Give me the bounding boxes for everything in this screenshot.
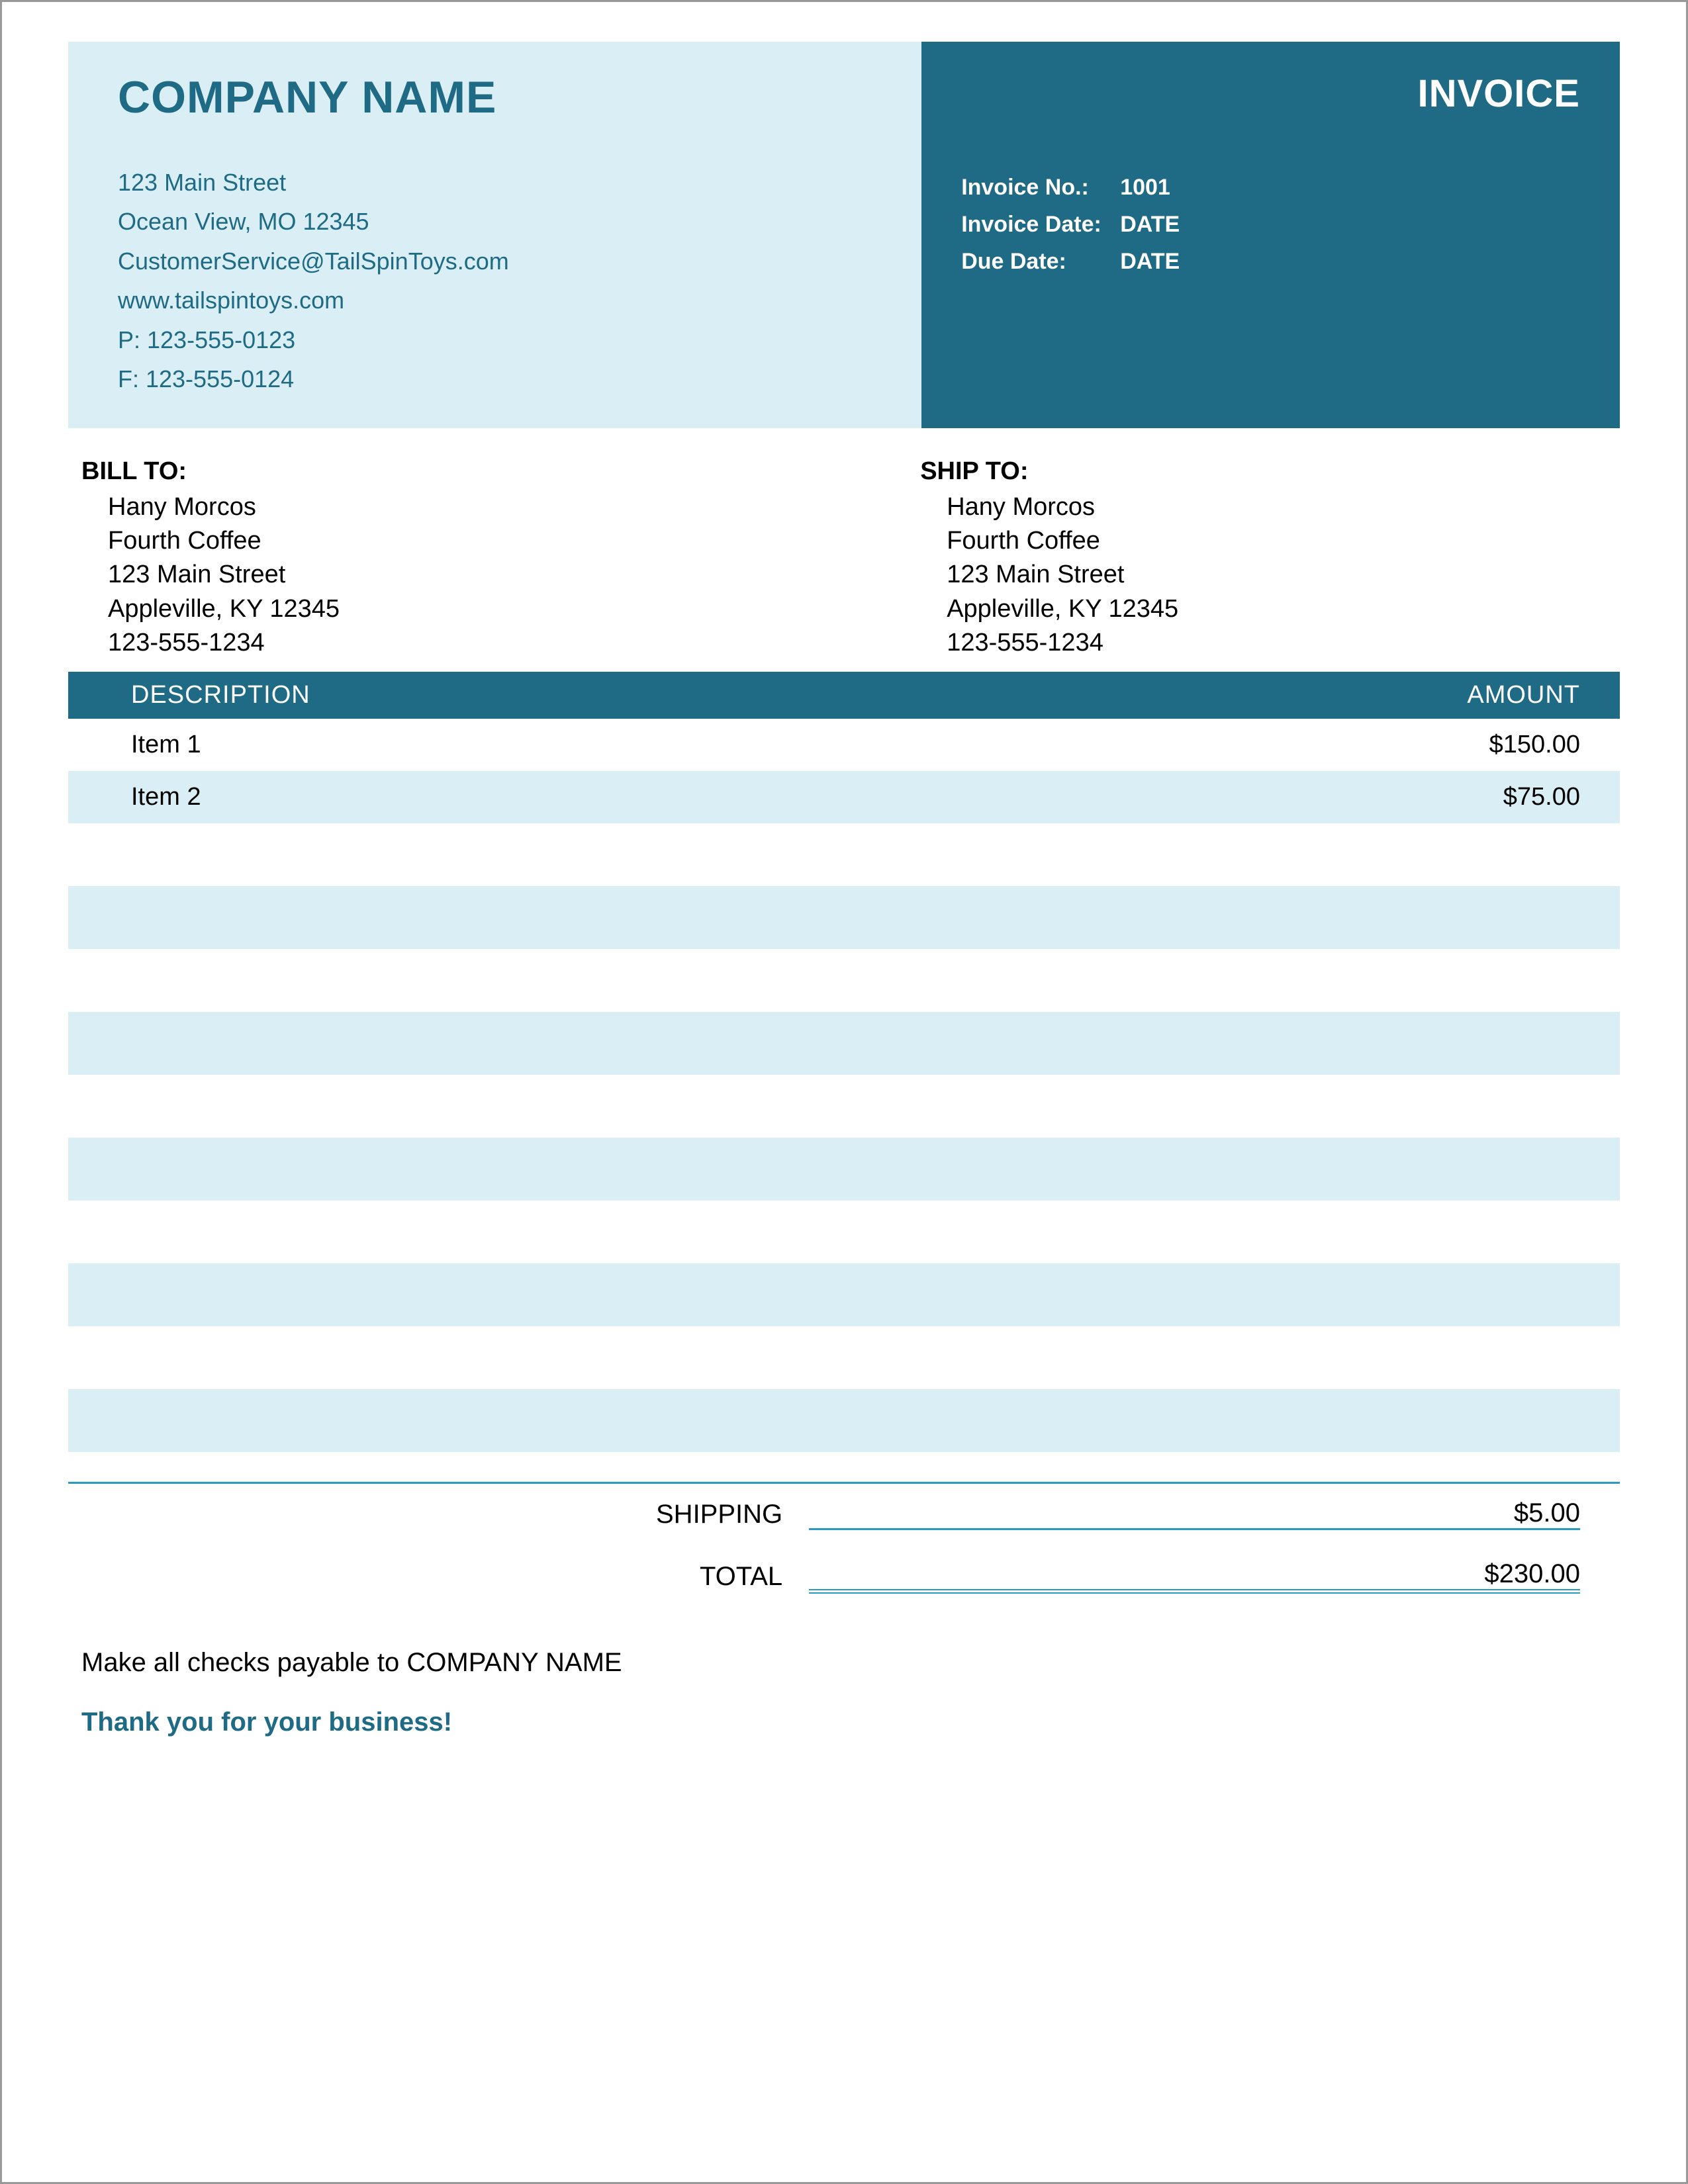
table-row-blank	[68, 1263, 1620, 1326]
address-line: 123-555-1234	[947, 626, 1607, 660]
address-line: Appleville, KY 12345	[947, 592, 1607, 626]
item-amount: $75.00	[1503, 783, 1580, 811]
company-website: www.tailspintoys.com	[118, 281, 888, 320]
company-street: 123 Main Street	[118, 163, 888, 202]
grand-total-value: $230.00	[809, 1559, 1580, 1594]
bill-to-block: BILL TO: Hany MorcosFourth Coffee123 Mai…	[81, 455, 920, 660]
invoice-meta-label: Due Date:	[961, 243, 1120, 280]
shipping-label: SHIPPING	[68, 1500, 809, 1529]
bill-to-title: BILL TO:	[81, 455, 920, 488]
company-city: Ocean View, MO 12345	[118, 202, 888, 241]
company-name: COMPANY NAME	[118, 71, 888, 123]
table-row-blank	[68, 1138, 1620, 1201]
table-row: Item 2$75.00	[68, 771, 1620, 823]
invoice-meta-value: DATE	[1120, 243, 1180, 280]
shipping-value: $5.00	[809, 1498, 1580, 1530]
address-line: Fourth Coffee	[947, 524, 1607, 558]
table-row-blank	[68, 1075, 1620, 1138]
table-row-blank	[68, 949, 1620, 1012]
ship-to-title: SHIP TO:	[920, 455, 1607, 488]
address-line: Hany Morcos	[947, 490, 1607, 524]
table-row: Item 1$150.00	[68, 719, 1620, 771]
grand-total-row: TOTAL $230.00	[68, 1545, 1620, 1608]
items-body: Item 1$150.00Item 2$75.00	[68, 719, 1620, 1452]
invoice-meta-label: Invoice No.:	[961, 169, 1120, 206]
address-line: 123-555-1234	[108, 626, 920, 660]
payable-note: Make all checks payable to COMPANY NAME	[68, 1648, 1620, 1678]
company-email: CustomerService@TailSpinToys.com	[118, 242, 888, 281]
table-row-blank	[68, 1201, 1620, 1263]
item-description: Item 2	[131, 783, 1503, 811]
header-invoice-panel: INVOICE Invoice No.:1001Invoice Date:DAT…	[921, 42, 1620, 428]
invoice-meta-row: Due Date:DATE	[961, 243, 1580, 280]
ship-to-lines: Hany MorcosFourth Coffee123 Main StreetA…	[920, 490, 1607, 660]
table-row-blank	[68, 1389, 1620, 1452]
table-row-blank	[68, 823, 1620, 886]
items-header-row: DESCRIPTION AMOUNT	[68, 672, 1620, 719]
invoice-meta-row: Invoice Date:DATE	[961, 206, 1580, 243]
thank-you-note: Thank you for your business!	[68, 1707, 1620, 1737]
header: COMPANY NAME 123 Main Street Ocean View,…	[68, 42, 1620, 428]
invoice-meta-row: Invoice No.:1001	[961, 169, 1580, 206]
company-fax: F: 123-555-0124	[118, 359, 888, 398]
address-line: Hany Morcos	[108, 490, 920, 524]
bill-to-lines: Hany MorcosFourth Coffee123 Main StreetA…	[81, 490, 920, 660]
table-row-blank	[68, 1012, 1620, 1075]
invoice-meta-value: DATE	[1120, 206, 1180, 243]
col-description-header: DESCRIPTION	[131, 681, 1467, 709]
address-line: 123 Main Street	[108, 558, 920, 592]
table-row-blank	[68, 886, 1620, 949]
header-company-panel: COMPANY NAME 123 Main Street Ocean View,…	[68, 42, 921, 428]
invoice-meta-value: 1001	[1120, 169, 1170, 206]
col-amount-header: AMOUNT	[1467, 681, 1580, 709]
company-phone: P: 123-555-0123	[118, 320, 888, 359]
grand-total-label: TOTAL	[68, 1562, 809, 1592]
ship-to-block: SHIP TO: Hany MorcosFourth Coffee123 Mai…	[920, 455, 1607, 660]
shipping-row: SHIPPING $5.00	[68, 1484, 1620, 1545]
address-line: 123 Main Street	[947, 558, 1607, 592]
invoice-title: INVOICE	[961, 71, 1580, 116]
invoice-meta-label: Invoice Date:	[961, 206, 1120, 243]
address-line: Fourth Coffee	[108, 524, 920, 558]
address-line: Appleville, KY 12345	[108, 592, 920, 626]
parties-section: BILL TO: Hany MorcosFourth Coffee123 Mai…	[68, 455, 1620, 660]
invoice-meta: Invoice No.:1001Invoice Date:DATEDue Dat…	[961, 169, 1580, 280]
table-row-blank	[68, 1326, 1620, 1389]
item-description: Item 1	[131, 731, 1489, 759]
item-amount: $150.00	[1489, 731, 1580, 759]
